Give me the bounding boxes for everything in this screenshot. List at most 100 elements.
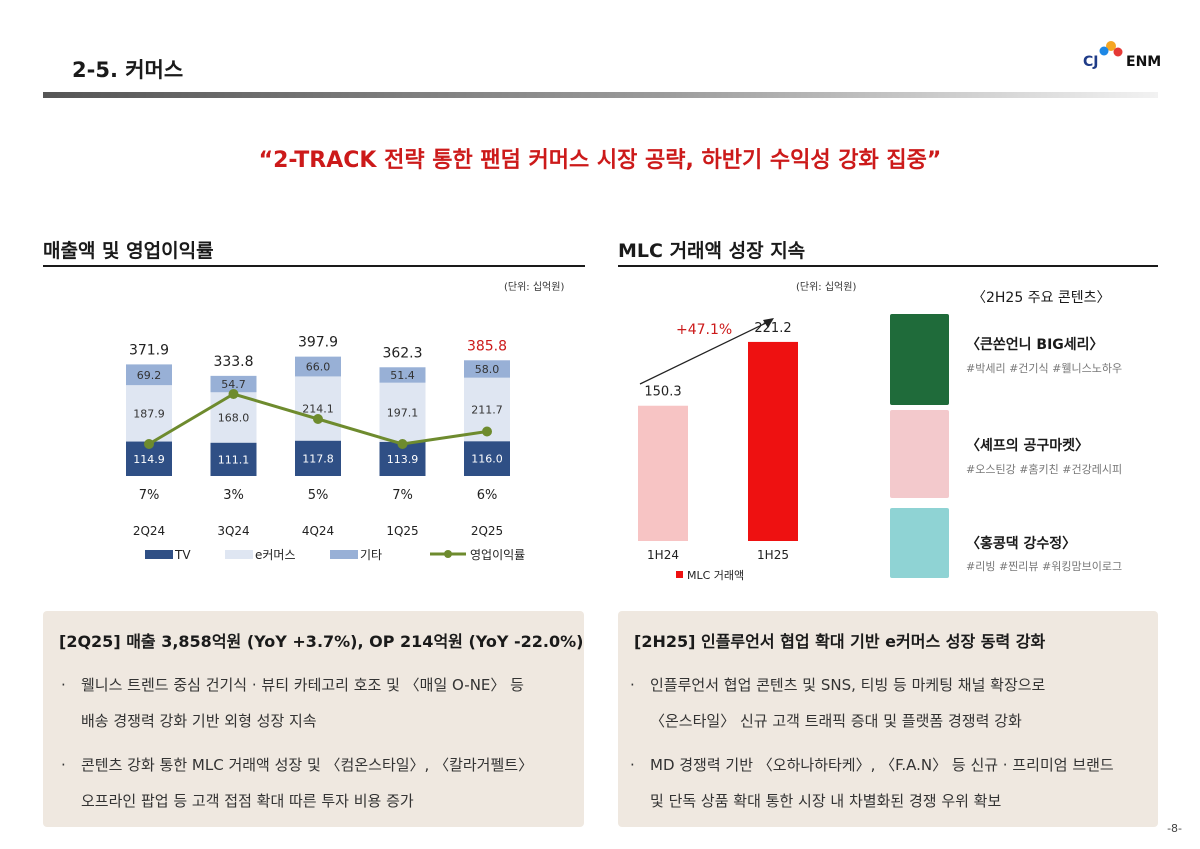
h2-bullet-1: · 인플루언서 협업 콘텐츠 및 SNS, 티빙 등 마케팅 채널 확장으로 〈… bbox=[630, 667, 1150, 739]
bar-total-label: 371.9 bbox=[129, 342, 169, 358]
growth-arrow-line bbox=[639, 321, 769, 385]
bar-total-label: 397.9 bbox=[298, 335, 338, 351]
q2-bullet-2-line-1: 콘텐츠 강화 통한 MLC 거래액 성장 및 〈컴온스타일〉, 〈칼라거펠트〉 bbox=[81, 756, 534, 774]
mlc-unit-label: (단위: 십억원) bbox=[796, 282, 857, 293]
q2-summary-title: [2Q25] 매출 3,858억원 (YoY +3.7%), OP 214억원 … bbox=[59, 632, 584, 651]
h2-bullet-2: · MD 경쟁력 기반 〈오하나하타케〉, 〈F.A.N〉 등 신규 · 프리미… bbox=[630, 747, 1150, 819]
bullet-dot: · bbox=[630, 676, 635, 694]
segment-value-label: 117.8 bbox=[302, 452, 334, 465]
cj-enm-logo: CJ ENM bbox=[1080, 40, 1162, 76]
bar-total-label: 385.8 bbox=[467, 338, 507, 354]
legend-label: e커머스 bbox=[255, 548, 296, 562]
legend-label: MLC 거래액 bbox=[687, 569, 744, 582]
h2-bullet-1-line-2: 〈온스타일〉 신규 고객 트래픽 증대 및 플랫폼 경쟁력 강화 bbox=[650, 712, 1022, 730]
mlc-section-title: MLC 거래액 성장 지속 bbox=[618, 240, 806, 262]
logo-enm-text: ENM bbox=[1126, 54, 1162, 70]
content-title-2: 〈셰프의 공구마켓〉 bbox=[966, 438, 1090, 454]
title-divider bbox=[43, 92, 1158, 98]
h2-bullet-2-line-1: MD 경쟁력 기반 〈오하나하타케〉, 〈F.A.N〉 등 신규 · 프리미엄 … bbox=[650, 756, 1114, 774]
bar-segment-e커머스 bbox=[295, 376, 341, 441]
segment-value-label: 214.1 bbox=[302, 403, 334, 416]
bar-segment-기타 bbox=[379, 367, 426, 383]
bar-segment-e커머스 bbox=[210, 392, 257, 443]
content-tags-1: #박세리 #건기식 #웰니스노하우 bbox=[966, 362, 1123, 375]
x-tick-label: 1Q25 bbox=[386, 524, 418, 538]
legend-swatch bbox=[330, 550, 358, 559]
revenue-chart: 114.9 187.9 69.2 371.9 7% 2Q24 111.1 168.0 54.7 3… bbox=[126, 335, 525, 562]
bar-segment-TV bbox=[464, 441, 510, 476]
op-margin-label: 5% bbox=[308, 488, 329, 503]
bar-segment-기타 bbox=[464, 360, 510, 378]
revenue-section-divider bbox=[43, 265, 585, 267]
bar-segment-TV bbox=[295, 440, 341, 476]
op-margin-label: 6% bbox=[477, 488, 498, 503]
segment-value-label: 69.2 bbox=[137, 369, 162, 382]
mlc-chart: 150.3 1H24 221.2 1H25 +47.1% MLC 거래액 bbox=[638, 318, 798, 582]
segment-value-label: 114.9 bbox=[133, 453, 165, 466]
bar-segment-기타 bbox=[210, 375, 257, 393]
segment-value-label: 54.7 bbox=[221, 378, 246, 391]
bar-total-label: 362.3 bbox=[382, 345, 422, 361]
content-thumbnail-1[interactable] bbox=[890, 314, 949, 405]
content-tags-3: #리빙 #찐리뷰 #워킹맘브이로그 bbox=[966, 560, 1123, 573]
mlc-bar-1H25 bbox=[748, 341, 798, 541]
op-margin-label: 3% bbox=[223, 488, 244, 503]
legend-label: TV bbox=[174, 548, 191, 562]
legend-swatch bbox=[676, 571, 683, 578]
bar-segment-기타 bbox=[126, 364, 172, 386]
op-margin-label: 7% bbox=[139, 488, 160, 503]
logo-cj-text: CJ bbox=[1083, 54, 1099, 70]
bar-segment-기타 bbox=[295, 356, 341, 377]
growth-arrow-head bbox=[763, 318, 774, 328]
segment-value-label: 58.0 bbox=[475, 363, 500, 376]
mlc-value-label: 150.3 bbox=[644, 385, 681, 400]
h2-bullet-1-line-1: 인플루언서 협업 콘텐츠 및 SNS, 티빙 등 마케팅 채널 확장으로 bbox=[650, 676, 1046, 694]
bullet-dot: · bbox=[630, 756, 635, 774]
op-margin-label: 7% bbox=[392, 488, 413, 503]
mlc-bar-1H24 bbox=[638, 405, 688, 541]
q2-summary-box: [2Q25] 매출 3,858억원 (YoY +3.7%), OP 214억원 … bbox=[43, 611, 584, 827]
segment-value-label: 197.1 bbox=[387, 406, 419, 419]
segment-value-label: 168.0 bbox=[218, 411, 250, 424]
segment-value-label: 66.0 bbox=[306, 361, 331, 374]
segment-value-label: 113.9 bbox=[387, 453, 419, 466]
x-tick-label: 2Q25 bbox=[471, 524, 503, 538]
x-tick-label: 2Q24 bbox=[133, 524, 165, 538]
h2-bullet-2-line-2: 및 단독 상품 확대 통한 시장 내 차별화된 경쟁 우위 확보 bbox=[650, 792, 1002, 810]
contents-title: 〈2H25 주요 콘텐츠〉 bbox=[972, 290, 1111, 306]
mlc-section-divider bbox=[618, 265, 1158, 267]
segment-value-label: 51.4 bbox=[390, 369, 415, 382]
x-tick-label: 1H25 bbox=[757, 548, 789, 562]
legend-line-marker bbox=[444, 550, 452, 558]
op-margin-point bbox=[397, 439, 408, 449]
op-margin-point bbox=[144, 439, 154, 449]
content-tags-2: #오스틴강 #홈키친 #건강레시피 bbox=[966, 463, 1123, 476]
op-margin-point bbox=[482, 426, 492, 437]
q2-bullet-1-line-1: 웰니스 트렌드 중심 건기식 · 뷰티 카테고리 호조 및 〈매일 O-NE〉 … bbox=[81, 676, 524, 694]
revenue-section-title: 매출액 및 영업이익률 bbox=[43, 240, 214, 262]
x-tick-label: 1H24 bbox=[647, 548, 679, 562]
q2-bullet-2: · 콘텐츠 강화 통한 MLC 거래액 성장 및 〈컴온스타일〉, 〈칼라거펠트… bbox=[61, 747, 576, 819]
segment-value-label: 187.9 bbox=[133, 407, 165, 420]
content-thumbnail-2[interactable] bbox=[890, 410, 949, 498]
bar-segment-e커머스 bbox=[379, 382, 426, 442]
h2-strategy-box: [2H25] 인플루언서 협업 확대 기반 e커머스 성장 동력 강화 · 인플… bbox=[618, 611, 1158, 827]
headline: “2-TRACK 전략 통한 팬덤 커머스 시장 공략, 하반기 수익성 강화 … bbox=[258, 148, 942, 173]
legend-swatch bbox=[145, 550, 173, 559]
q2-bullet-1-line-2: 배송 경쟁력 강화 기반 외형 성장 지속 bbox=[81, 712, 317, 730]
page-number: -8- bbox=[1167, 822, 1182, 835]
q2-bullet-2-line-2: 오프라인 팝업 등 고객 접점 확대 따른 투자 비용 증가 bbox=[81, 792, 414, 810]
bar-segment-e커머스 bbox=[126, 385, 172, 442]
growth-annotation: +47.1% bbox=[676, 322, 732, 338]
x-tick-label: 4Q24 bbox=[302, 524, 334, 538]
bullet-dot: · bbox=[61, 676, 66, 694]
legend-label: 영업이익률 bbox=[470, 548, 525, 562]
page-title: 2-5. 커머스 bbox=[72, 58, 184, 82]
op-margin-point bbox=[313, 414, 323, 424]
bar-segment-TV bbox=[210, 442, 257, 476]
content-thumbnail-3[interactable] bbox=[890, 508, 949, 578]
bullet-dot: · bbox=[61, 756, 66, 774]
bar-total-label: 333.8 bbox=[213, 354, 253, 370]
x-tick-label: 3Q24 bbox=[217, 524, 249, 538]
logo-mark-icon bbox=[1099, 41, 1123, 57]
